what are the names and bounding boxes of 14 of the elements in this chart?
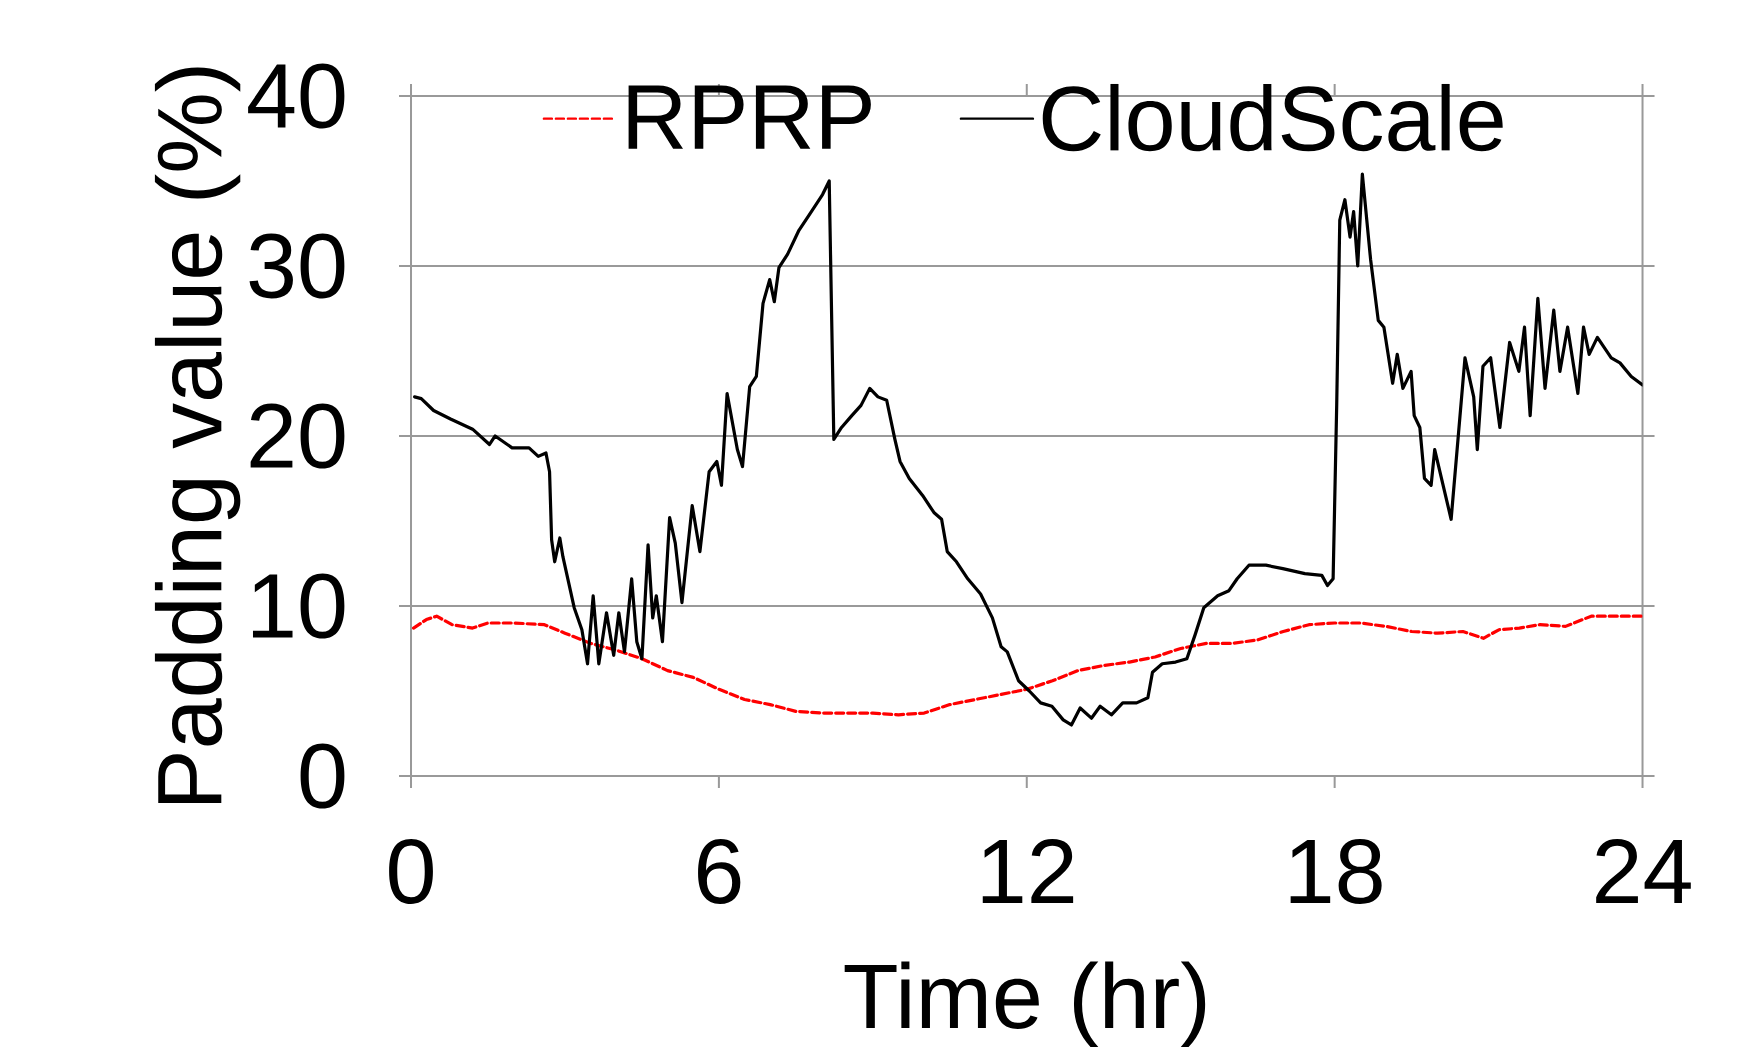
x-tick-label: 12 — [982, 839, 1074, 904]
y-axis-title: Padding value (%) — [154, 67, 241, 803]
x-tick-label: 0 — [389, 839, 433, 904]
y-tick-label: 20 — [250, 403, 345, 469]
x-tick-label: 6 — [698, 839, 741, 904]
x-tick-label: 24 — [1596, 839, 1691, 904]
x-tick-label: 18 — [1290, 839, 1382, 904]
legend-label: CloudScale — [1042, 83, 1503, 152]
y-tick-label: 30 — [249, 233, 345, 299]
legend-label: RPRP — [628, 85, 871, 149]
y-tick-label: 10 — [252, 573, 345, 639]
y-tick-label: 0 — [300, 743, 345, 809]
y-tick-label: 40 — [248, 63, 345, 129]
x-axis-title: Time (hr) — [844, 961, 1206, 1047]
